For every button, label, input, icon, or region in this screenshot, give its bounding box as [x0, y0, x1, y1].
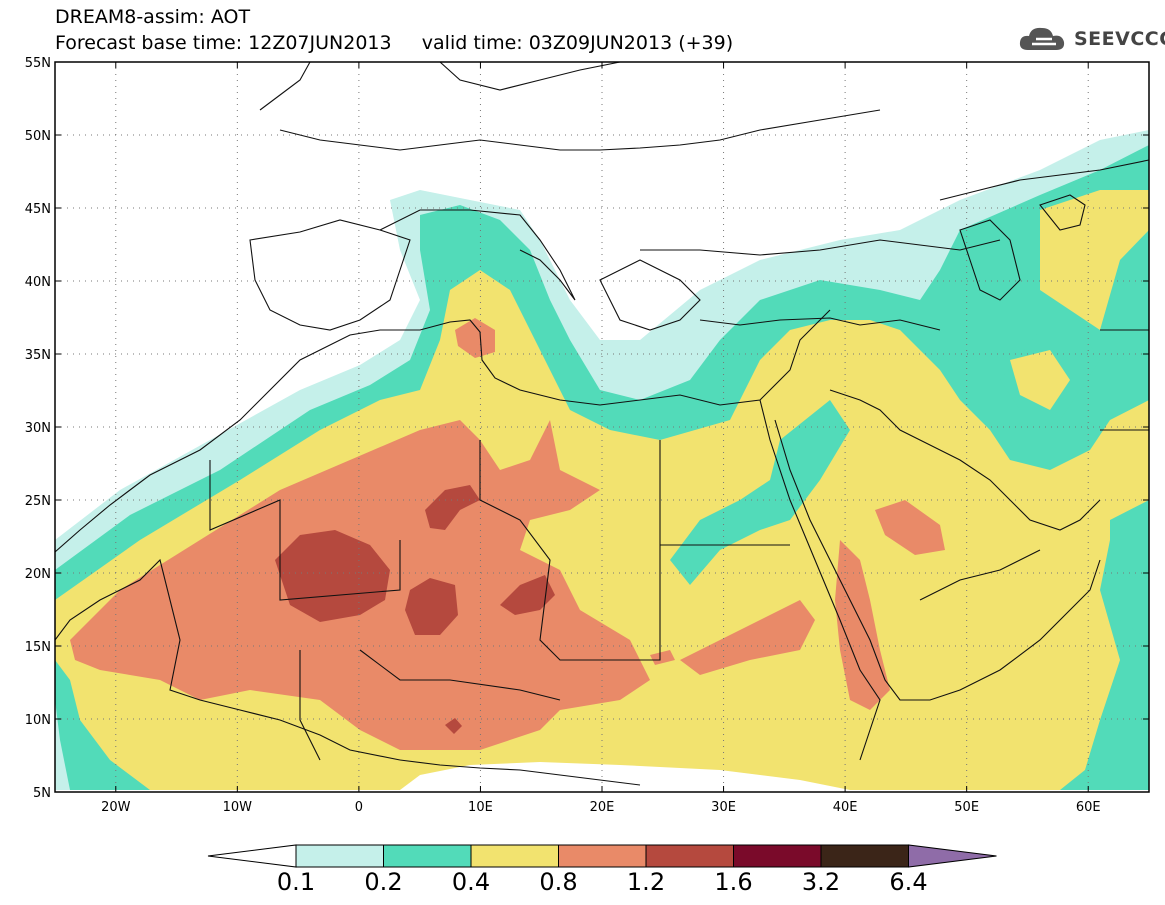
colorbar-level-label: 0.4: [451, 868, 491, 896]
colorbar: [207, 844, 997, 868]
map-title: DREAM8-assim: AOT: [55, 6, 251, 28]
lat-label: 50N: [25, 129, 51, 144]
coastlines: [55, 62, 1149, 786]
lat-label: 35N: [25, 348, 51, 363]
graticule: [55, 62, 1149, 792]
aot-core-1.2-chad: [500, 575, 555, 615]
aot-pocket-0.2-east: [1110, 500, 1149, 640]
lon-label: 30E: [711, 800, 736, 815]
cloud-icon: [1019, 27, 1065, 50]
colorbar-level-label: 0.8: [539, 868, 578, 896]
colorbar-level-label: 3.2: [801, 868, 841, 896]
lat-label: 45N: [25, 202, 51, 217]
time-info: Forecast base time: 12Z07JUN2013 valid t…: [55, 32, 733, 54]
colorbar-swatch: [645, 844, 734, 868]
aot-core-1.2-west: [275, 530, 390, 622]
aot-pocket-0.4-caspian: [1040, 190, 1149, 330]
valid-time: valid time: 03Z09JUN2013 (+39): [421, 32, 734, 54]
lat-label: 20N: [25, 567, 51, 582]
colorbar-level-label: 1.6: [714, 868, 753, 896]
colorbar-swatch: [470, 844, 559, 868]
lon-label: 40E: [833, 800, 858, 815]
lat-label: 25N: [25, 494, 51, 509]
lon-label: 10E: [468, 800, 493, 815]
aot-pocket-0.4-iran: [1010, 350, 1070, 410]
gulf-of-guinea: [400, 762, 850, 790]
lon-label: 20W: [101, 800, 131, 815]
aot-patch-0.8-sudan: [650, 650, 675, 665]
aot-patch-0.8-tunisia: [455, 318, 495, 358]
lat-label: 55N: [25, 56, 51, 71]
lon-axis: 20W 10W 0 10E 20E 30E 40E 50E 60E: [101, 62, 1101, 815]
colorbar-level-label: 0.1: [276, 868, 316, 896]
base-time: Forecast base time: 12Z07JUN2013: [55, 32, 392, 54]
lon-label: 20E: [590, 800, 615, 815]
seevccc-logo: SEEVCCC: [1018, 23, 1165, 55]
colorbar-swatch: [733, 844, 822, 868]
lat-axis: 55N 50N 45N 40N 35N 30N 25N 20N 15N 10N 5N: [25, 56, 1149, 801]
aot-core-1.2-algeria: [425, 485, 480, 530]
lat-label: 30N: [25, 421, 51, 436]
lon-label: 50E: [954, 800, 979, 815]
aot-core-1.2-niger: [405, 578, 458, 635]
colorbar-low-arrow: [207, 844, 297, 868]
lon-label: 10W: [223, 800, 253, 815]
lon-label: 60E: [1076, 800, 1101, 815]
colorbar-level-label: 6.4: [889, 868, 928, 896]
aot-core-1.2-nigeria: [445, 718, 462, 734]
aot-patch-0.8-sahel: [680, 600, 815, 675]
aot-pocket-0.2-arabia: [670, 400, 850, 585]
logo-text: SEEVCCC: [1074, 28, 1165, 50]
colorbar-swatch: [558, 844, 647, 868]
colorbar-swatch: [383, 844, 472, 868]
colorbar-level-label: 1.2: [626, 868, 666, 896]
colorbar-level-label: 0.2: [364, 868, 403, 896]
lat-label: 5N: [33, 786, 51, 801]
colorbar-swatch: [820, 844, 909, 868]
aot-patch-0.8-arabia: [875, 500, 945, 555]
lat-label: 10N: [25, 713, 51, 728]
lat-label: 15N: [25, 640, 51, 655]
colorbar-swatch: [295, 844, 384, 868]
lon-label: 0: [355, 800, 363, 815]
colorbar-high-arrow: [908, 844, 997, 868]
lat-label: 40N: [25, 275, 51, 290]
